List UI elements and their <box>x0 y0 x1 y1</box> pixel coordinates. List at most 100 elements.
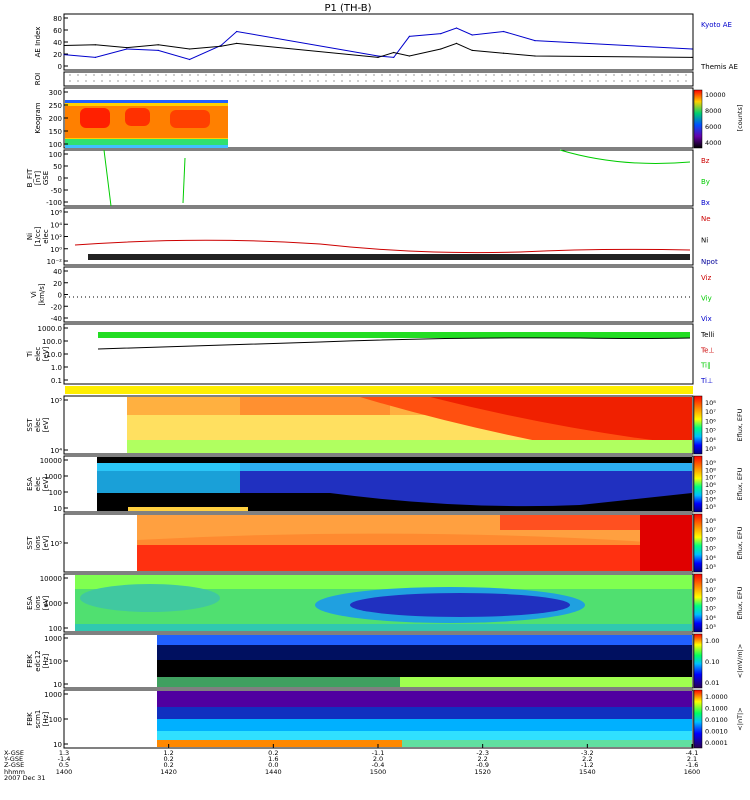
x-tick-label: -2.3 <box>476 749 489 757</box>
esa_e-cbar-tick: 10⁶ <box>705 481 716 489</box>
ni-ytick: 10² <box>50 234 62 242</box>
ae-series-1 <box>63 42 693 58</box>
ae-point <box>236 30 238 33</box>
fbk2-cbar-label: <|nT|> <box>736 707 744 730</box>
fbk2-cbar-tick: 0.0100 <box>705 716 728 724</box>
by-line-3 <box>559 149 691 164</box>
roi-dot <box>245 74 247 76</box>
ae-point <box>220 45 222 47</box>
ae-point <box>455 42 458 45</box>
sst_e-ylabel: [eV] <box>42 417 50 432</box>
fbk2-ytick: 1000 <box>44 691 62 699</box>
roi-dot <box>541 80 543 82</box>
ni-ytick: 10⁴ <box>50 221 62 229</box>
ae-series-0 <box>63 27 693 61</box>
ae-point <box>408 55 410 57</box>
esa_i-cbar-label: Eflux, EFU <box>736 586 744 619</box>
roi-dot <box>85 80 87 82</box>
roi-dot <box>213 74 215 76</box>
roi-dot <box>221 80 223 82</box>
fbk2-ylabel: scm1 <box>34 710 42 729</box>
roi-dot <box>477 80 479 82</box>
roi-dot <box>677 80 679 82</box>
bfit-legend-1: By <box>701 178 710 186</box>
ti-ytick: 1.0 <box>51 364 62 372</box>
roi-dot <box>573 74 575 76</box>
roi-dot <box>509 80 511 82</box>
ae-point <box>94 44 96 46</box>
fbk1-cbar-tick: 0.10 <box>705 658 719 666</box>
roi-dot <box>245 80 247 82</box>
esa_e-ytick: 10000 <box>40 457 62 465</box>
roi-panel-frame <box>63 71 694 87</box>
fbk1-cbar-tick: 1.00 <box>705 637 719 645</box>
roi-dot <box>685 80 687 82</box>
roi-dot <box>229 74 231 76</box>
fbk-scm1-colorbar <box>693 689 703 749</box>
roi-dot <box>173 74 175 76</box>
x-tick-label: 0.2 <box>163 755 173 763</box>
ae-point <box>63 44 65 47</box>
roi-dot <box>461 74 463 76</box>
roi-dot <box>269 74 271 76</box>
roi-dot <box>357 80 359 82</box>
ni-ytick: 10⁻² <box>47 258 63 266</box>
bfit-ytick: -50 <box>51 187 62 195</box>
x-tick-label: 1500 <box>370 768 387 776</box>
esa_e-ylabel: ESA <box>26 477 34 491</box>
roi-dot <box>381 80 383 82</box>
x-tick-label: -1.1 <box>372 749 385 757</box>
roi-dot <box>517 74 519 76</box>
vi-ytick: 20 <box>53 280 62 288</box>
fbk1-ytick: 100 <box>49 658 62 666</box>
sst_e-ytick: 10⁴ <box>50 447 62 455</box>
ae-point <box>408 35 410 38</box>
esa_e-ytick: 10 <box>53 505 62 513</box>
ae-series-group <box>63 27 693 61</box>
roi-dot <box>405 74 407 76</box>
ti-ylabel: elec <box>34 347 42 362</box>
x-tick-label: 1420 <box>160 768 177 776</box>
ti-ytick: 100.0 <box>42 338 62 346</box>
roi-dot <box>645 74 647 76</box>
sst_e-ylabel: SST <box>26 418 34 432</box>
ni-legend-2: Npot <box>701 258 718 266</box>
roi-dot <box>485 74 487 76</box>
vi-ylabel: Vi <box>30 291 38 298</box>
roi-dot <box>557 74 559 76</box>
esa-ions-colorbar <box>693 573 703 633</box>
roi-dot <box>253 74 255 76</box>
ni-ytick: 10⁰ <box>50 246 62 254</box>
roi-dot <box>237 74 239 76</box>
fbk2-cbar-tick: 0.0001 <box>705 739 728 747</box>
roi-dot <box>149 80 151 82</box>
x-tick-label: 0.0 <box>268 761 278 769</box>
roi-dot <box>93 80 95 82</box>
ti-series-group <box>97 332 691 350</box>
roi-dot <box>461 80 463 82</box>
sst_e-cbar-tick: 10⁴ <box>705 436 716 444</box>
x-tick-label: -0.4 <box>372 761 385 769</box>
roi-dot <box>525 74 527 76</box>
fbk2-ylabel: FBK <box>26 712 34 726</box>
roi-dot <box>85 74 87 76</box>
roi-dot <box>149 74 151 76</box>
roi-dot <box>445 80 447 82</box>
bfit-panel-frame <box>63 149 694 207</box>
roi-dot <box>437 80 439 82</box>
roi-dot <box>573 80 575 82</box>
ae-point <box>157 44 159 46</box>
ae-point <box>455 27 458 29</box>
ti-legend-2: Ti∥ <box>700 362 711 370</box>
ae-point <box>503 52 505 54</box>
roi-dot <box>557 80 559 82</box>
x-tick-label: 1.2 <box>163 749 173 757</box>
roi-dot <box>157 80 159 82</box>
roi-dot <box>261 80 263 82</box>
roi-dot <box>333 80 335 82</box>
x-tick-label: 1.3 <box>59 749 69 757</box>
ae-point <box>534 40 536 42</box>
roi-dot <box>309 74 311 76</box>
roi-dot <box>405 80 407 82</box>
